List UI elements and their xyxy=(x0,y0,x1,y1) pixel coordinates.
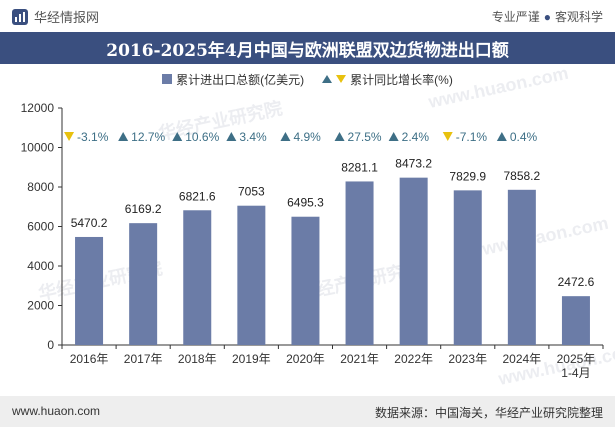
label-layer: 5470.2 6169.2 6821.6 7053 6495.3 8281.1 8473.2… xyxy=(71,157,595,290)
x-tick-label: 2022年 xyxy=(394,352,433,366)
bar-value-label: 7829.9 xyxy=(449,169,486,183)
bar xyxy=(183,210,212,345)
growth-up-triangle-icon xyxy=(172,132,183,141)
growth-label: 3.4% xyxy=(239,130,267,144)
bar xyxy=(75,236,104,345)
bar-value-label: 8281.1 xyxy=(341,160,378,174)
y-tick-label: 10000 xyxy=(21,141,55,155)
bar xyxy=(453,190,482,345)
watermark-text: www.huaon.com xyxy=(426,63,570,112)
y-tick-label: 8000 xyxy=(27,180,54,194)
bar xyxy=(129,223,158,345)
watermark-text: www.huaon.com xyxy=(466,213,610,262)
footer: www.huaon.com 数据来源：中国海关，华经产业研究院整理 xyxy=(0,396,615,427)
top-bar: 华经情报网 专业严谨 ● 客观科学 xyxy=(0,0,615,32)
legend: 累计进出口总额(亿美元) 累计同比增长率(%) xyxy=(0,70,615,88)
bar xyxy=(237,205,266,345)
y-tick-label: 2000 xyxy=(27,299,54,313)
growth-label: 2.4% xyxy=(402,130,430,144)
bar-value-label: 7858.2 xyxy=(503,169,540,183)
growth-up-triangle-icon xyxy=(226,132,237,141)
x-tick-label: 2018年 xyxy=(178,352,217,366)
chart-plot: 华经产业研究院www.huaon.com华经产业研究院www.huaon.com… xyxy=(21,63,615,389)
growth-label: 4.9% xyxy=(293,130,321,144)
tagline-separator: ● xyxy=(543,10,551,24)
y-tick-label: 4000 xyxy=(27,259,54,273)
brand-name: 华经情报网 xyxy=(34,10,100,25)
legend-down-triangle-icon xyxy=(336,75,347,83)
legend-item-growth[interactable]: 累计同比增长率(%) xyxy=(322,71,453,88)
legend-up-triangle-icon xyxy=(322,75,333,83)
x-tick-label: 2019年 xyxy=(232,352,271,366)
growth-up-triangle-icon xyxy=(118,132,129,141)
growth-down-triangle-icon xyxy=(64,132,75,141)
growth-layer: -3.1% 12.7% 10.6% 3.4% 4.9% 27.5% 2.4% -7.1% 0.4… xyxy=(64,130,538,144)
growth-label: -7.1% xyxy=(456,130,488,144)
x-tick-label: 2017年 xyxy=(124,352,163,366)
x-tick-label: 2016年 xyxy=(70,352,109,366)
bar xyxy=(399,177,428,345)
tagline-right: 客观科学 xyxy=(554,10,603,24)
growth-label: 10.6% xyxy=(185,130,219,144)
growth-label: 12.7% xyxy=(131,130,165,144)
growth-up-triangle-icon xyxy=(496,132,507,141)
legend-growth-label: 累计同比增长率(%) xyxy=(350,72,453,87)
bar-value-label: 7053 xyxy=(238,185,265,199)
y-tick-label: 6000 xyxy=(27,220,54,234)
bar xyxy=(507,189,536,345)
footer-source: 数据来源：中国海关，华经产业研究院整理 xyxy=(374,406,603,420)
x-tick-label: 2020年 xyxy=(286,352,325,366)
y-tick-label: 12000 xyxy=(21,101,55,115)
legend-item-total[interactable]: 累计进出口总额(亿美元) xyxy=(162,71,304,88)
x-tick-label: 2024年 xyxy=(502,352,541,366)
bar-value-label: 6821.6 xyxy=(179,189,216,203)
growth-label: -3.1% xyxy=(77,130,109,144)
brand[interactable]: 华经情报网 xyxy=(12,7,99,26)
x-tick-label: 2023年 xyxy=(448,352,487,366)
x-tick-label: 2025年 xyxy=(557,352,596,366)
bar-value-label: 6169.2 xyxy=(125,202,162,216)
x-tick-label: 2021年 xyxy=(340,352,379,366)
footer-site[interactable]: www.huaon.com xyxy=(12,404,101,418)
growth-up-triangle-icon xyxy=(388,132,399,141)
bar-value-label: 8473.2 xyxy=(395,157,432,171)
legend-bar-swatch xyxy=(162,74,173,84)
tagline: 专业严谨 ● 客观科学 xyxy=(492,8,603,25)
y-tick-label: 0 xyxy=(47,338,54,352)
tagline-left: 专业严谨 xyxy=(491,10,540,24)
growth-down-triangle-icon xyxy=(442,132,453,141)
bar-layer xyxy=(75,177,590,345)
bar-value-label: 2472.6 xyxy=(558,275,595,289)
axis-layer: 0 2000 4000 6000 8000 10000 12000 2016年 2017年 201… xyxy=(21,101,604,380)
x-tick-label: 1-4月 xyxy=(561,366,590,380)
chart-title: 2016-2025年4月中国与欧洲联盟双边货物进出口额 xyxy=(0,32,615,64)
bar xyxy=(291,216,320,345)
bar xyxy=(561,296,590,345)
brand-logo-icon xyxy=(12,8,28,25)
growth-up-triangle-icon xyxy=(334,132,345,141)
growth-label: 0.4% xyxy=(510,130,538,144)
growth-label: 27.5% xyxy=(348,130,382,144)
bar-value-label: 5470.2 xyxy=(71,216,108,230)
growth-up-triangle-icon xyxy=(280,132,291,141)
legend-total-label: 累计进出口总额(亿美元) xyxy=(176,72,305,87)
bar-value-label: 6495.3 xyxy=(287,196,324,210)
bar xyxy=(345,181,374,345)
